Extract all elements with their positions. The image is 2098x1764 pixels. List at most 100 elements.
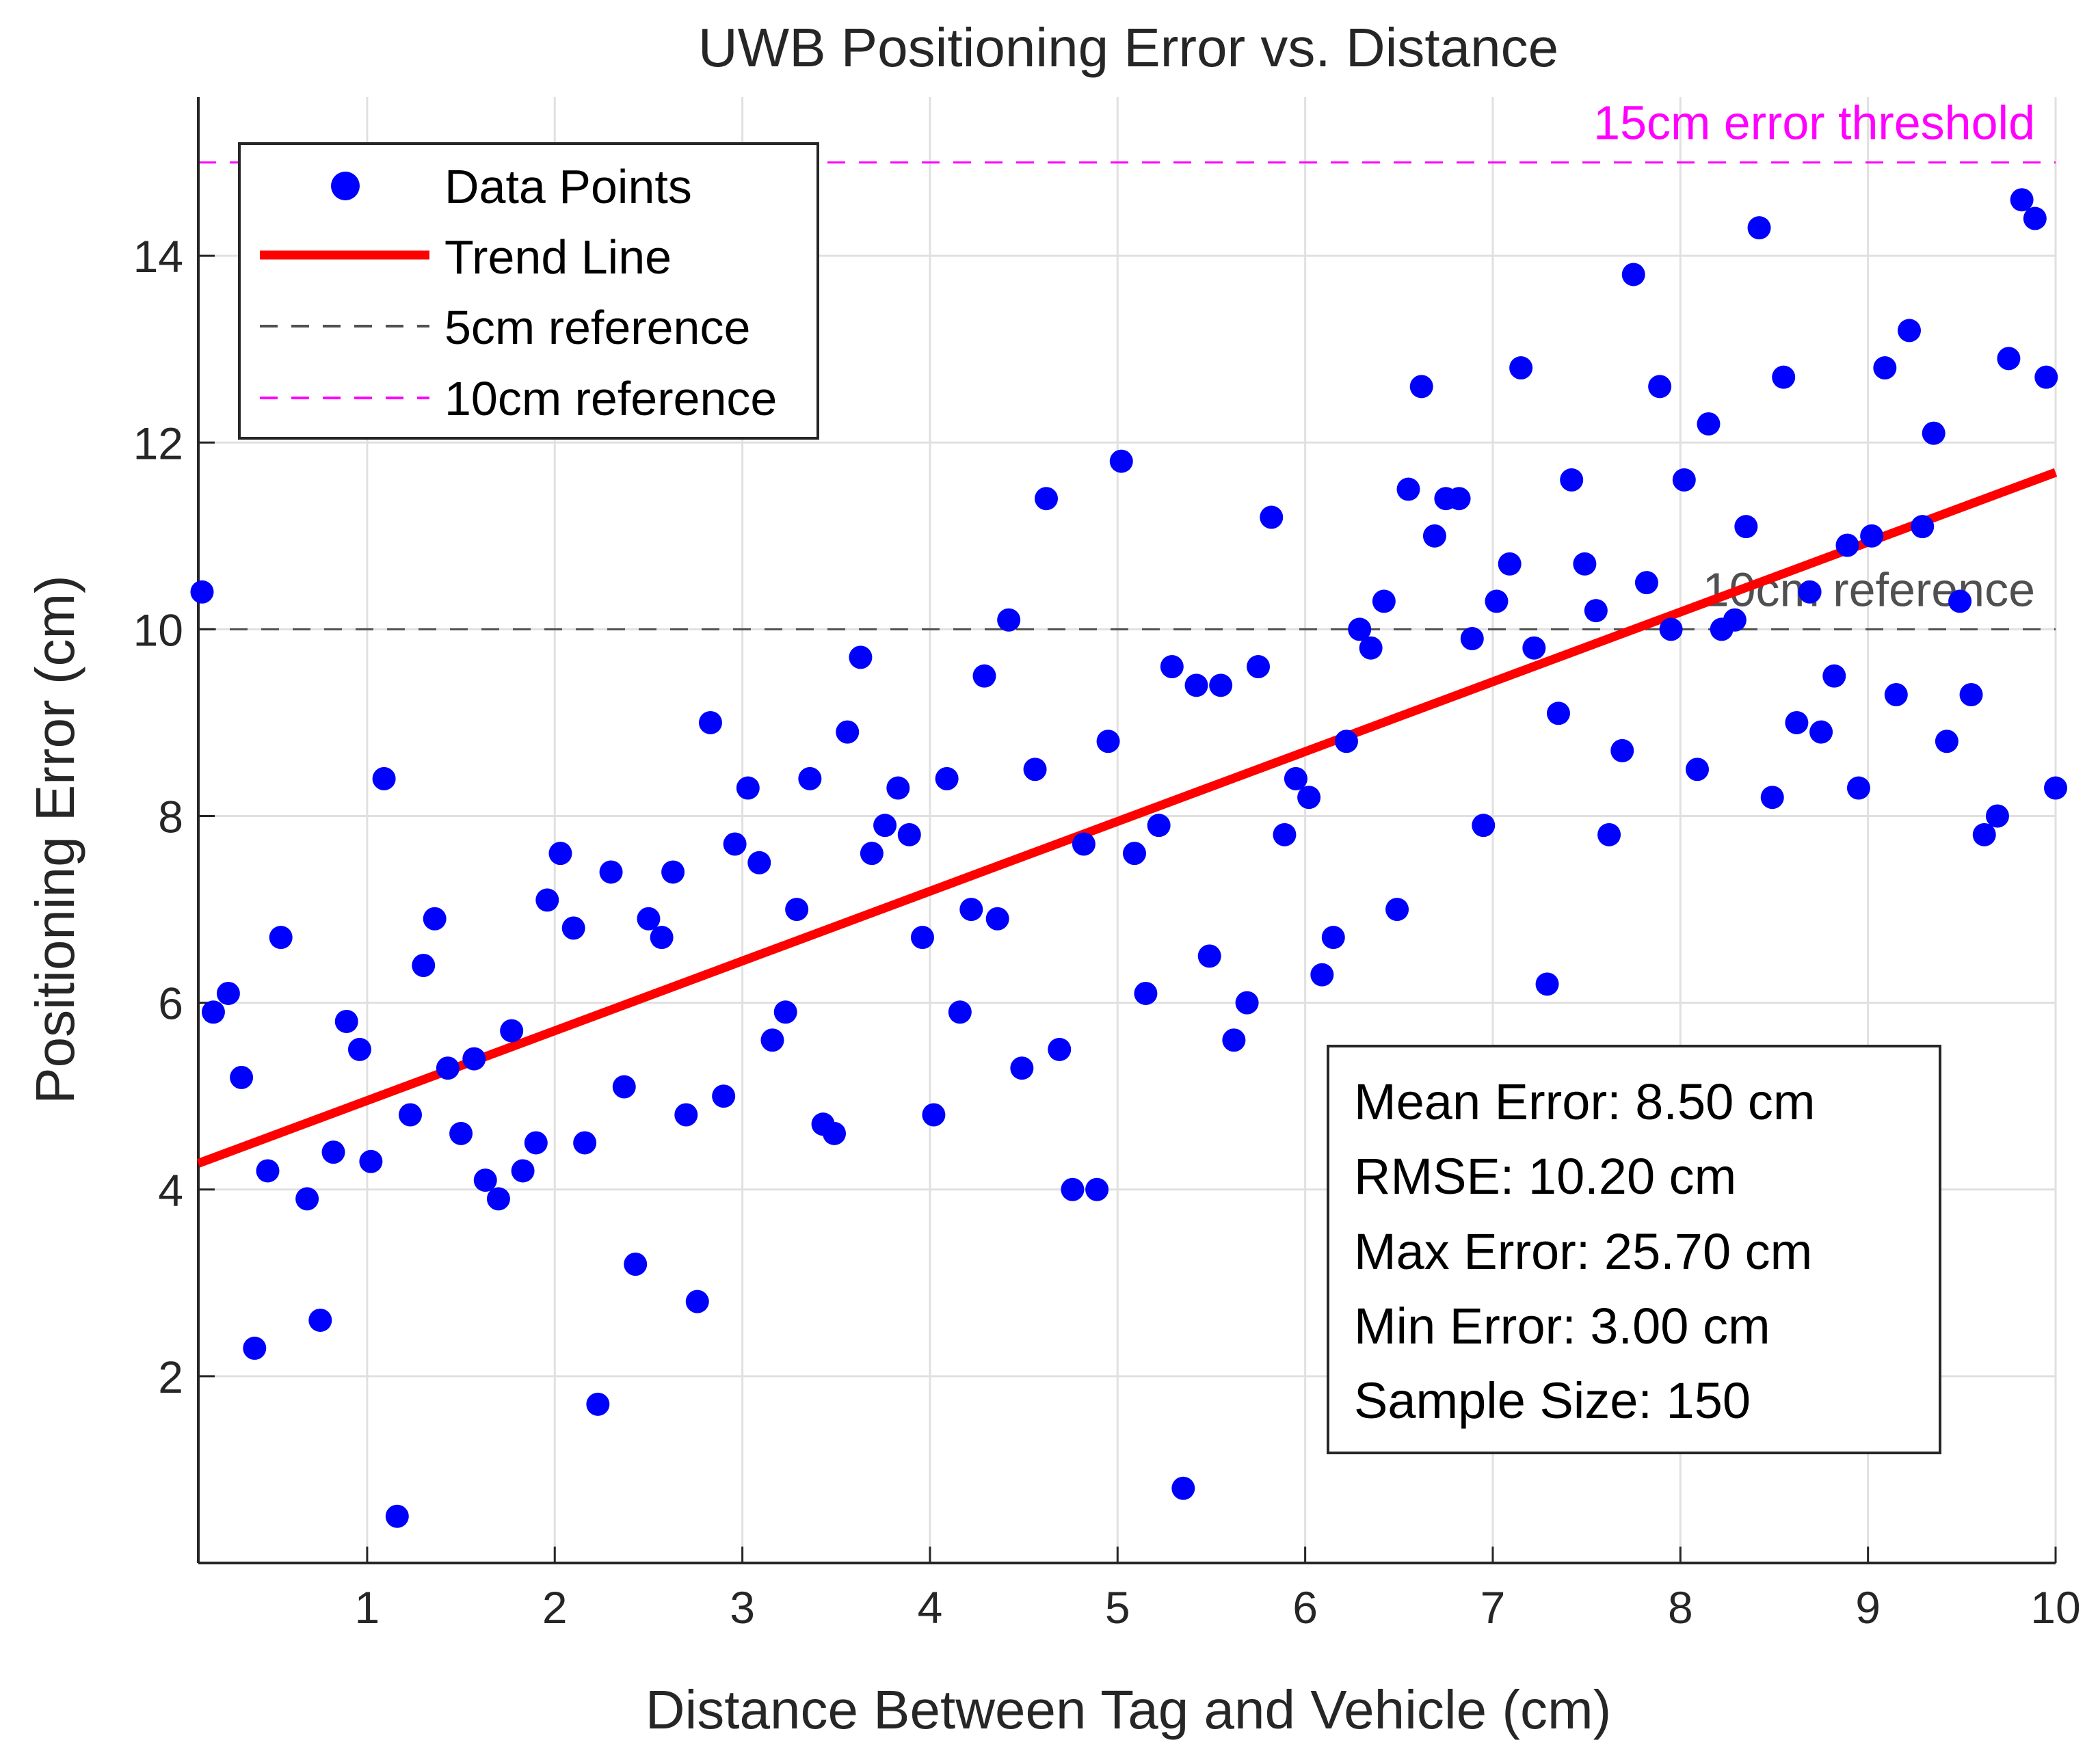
data-point — [1522, 636, 1546, 660]
data-point — [1023, 758, 1047, 781]
data-point — [1584, 599, 1608, 623]
data-point — [959, 898, 983, 922]
data-point — [712, 1084, 736, 1108]
data-point — [1209, 673, 1233, 697]
data-point — [760, 1028, 784, 1052]
x-tick-label: 7 — [1480, 1582, 1506, 1633]
data-point — [230, 1065, 254, 1089]
legend-marker-points — [331, 172, 360, 200]
data-point — [723, 832, 747, 856]
data-point — [1884, 682, 1908, 706]
data-point — [269, 926, 293, 950]
data-point — [1061, 1177, 1085, 1201]
data-point — [372, 766, 396, 790]
data-point — [1911, 515, 1935, 539]
y-tick-label: 14 — [133, 231, 183, 282]
data-point — [1260, 505, 1284, 529]
data-point — [1846, 776, 1870, 800]
data-point — [1147, 814, 1171, 838]
stats-box-frame — [1327, 1045, 1941, 1454]
data-point — [922, 1103, 946, 1127]
trend-layer — [196, 468, 2058, 1168]
data-point — [1573, 552, 1597, 576]
trend-line — [196, 468, 2058, 1168]
data-point — [295, 1187, 319, 1211]
data-point — [359, 1149, 383, 1173]
data-point — [1835, 533, 1859, 557]
data-point — [1597, 823, 1621, 846]
data-point — [216, 981, 240, 1005]
data-point — [1546, 701, 1570, 725]
data-point — [473, 1168, 497, 1192]
data-point — [897, 823, 921, 846]
data-point — [2044, 776, 2067, 800]
data-point — [1760, 786, 1784, 810]
data-point — [1222, 1028, 1246, 1052]
data-point — [1898, 319, 1922, 343]
data-point — [1621, 263, 1645, 286]
data-point — [650, 926, 674, 950]
data-point — [1160, 655, 1184, 679]
data-point — [1873, 356, 1897, 380]
data-point — [586, 1392, 610, 1416]
data-point — [511, 1159, 535, 1183]
legend-label-ref-gray: 5cm reference — [444, 301, 750, 354]
data-point — [500, 1019, 524, 1043]
data-point — [1672, 468, 1696, 492]
data-point — [1560, 468, 1584, 492]
stats-min-error: Min Error: 3.00 cm — [1354, 1298, 1770, 1354]
x-tick-label: 2 — [542, 1582, 568, 1633]
data-point — [1096, 730, 1120, 753]
data-point — [1648, 375, 1672, 399]
stats-box: Mean Error: 8.50 cm RMSE: 10.20 cm Max E… — [1327, 1045, 1941, 1454]
data-point — [612, 1075, 636, 1099]
data-point — [1686, 758, 1710, 781]
x-tick-label: 6 — [1292, 1582, 1318, 1633]
data-point — [1447, 487, 1471, 511]
stats-rmse: RMSE: 10.20 cm — [1354, 1148, 1736, 1205]
data-point — [1985, 804, 2009, 828]
data-point — [1359, 636, 1383, 660]
data-point — [1723, 608, 1747, 632]
data-point — [486, 1187, 510, 1211]
data-point — [1809, 720, 1833, 744]
data-point — [1334, 730, 1358, 753]
data-point — [1372, 589, 1396, 613]
data-point — [1171, 1476, 1195, 1500]
data-point — [1659, 617, 1683, 641]
data-point — [1422, 524, 1446, 548]
legend-label-ref-magenta: 10cm reference — [444, 372, 777, 425]
data-point — [449, 1121, 473, 1145]
data-point — [798, 766, 822, 790]
data-point — [548, 842, 572, 866]
y-tick-label: 4 — [158, 1165, 183, 1216]
x-tick-label: 10 — [2030, 1582, 2080, 1633]
data-point — [1697, 412, 1721, 436]
chart-title: UWB Positioning Error vs. Distance — [698, 17, 1558, 78]
data-point — [1321, 926, 1345, 950]
data-point — [1247, 655, 1271, 679]
data-point — [1634, 571, 1658, 595]
data-point — [1409, 375, 1433, 399]
data-point — [1035, 487, 1059, 511]
data-point — [561, 916, 585, 940]
data-point — [334, 1009, 358, 1033]
data-point — [399, 1103, 423, 1127]
data-point — [321, 1140, 345, 1164]
data-point — [385, 1504, 409, 1528]
data-point — [1972, 823, 1996, 846]
data-point — [1472, 814, 1496, 838]
data-point — [462, 1047, 486, 1071]
legend: Data Points Trend Line 5cm reference 10c… — [238, 142, 819, 440]
data-point — [2023, 206, 2047, 230]
y-tick-label: 12 — [133, 418, 183, 468]
data-point — [190, 580, 214, 604]
data-point — [1348, 617, 1372, 641]
data-point — [1109, 449, 1133, 473]
data-point — [836, 720, 860, 744]
data-point — [985, 907, 1009, 931]
data-point — [1072, 832, 1096, 856]
data-point — [1197, 944, 1221, 968]
